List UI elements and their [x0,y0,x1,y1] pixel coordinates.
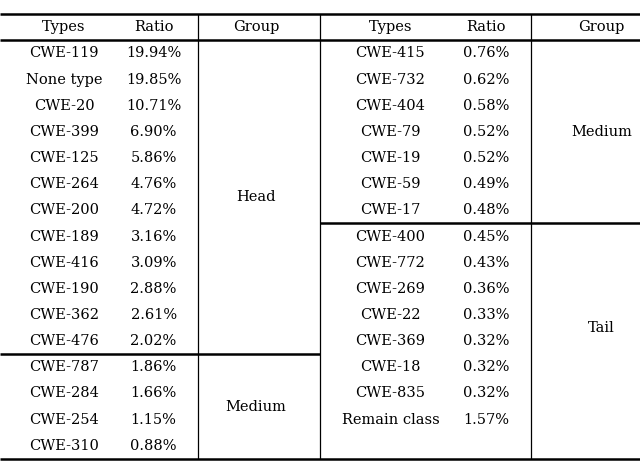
Text: CWE-19: CWE-19 [360,151,420,165]
Text: 1.15%: 1.15% [131,412,177,427]
Text: Types: Types [42,20,86,34]
Text: CWE-119: CWE-119 [29,46,99,61]
Text: CWE-772: CWE-772 [356,255,425,270]
Text: 19.94%: 19.94% [126,46,181,61]
Text: 0.43%: 0.43% [463,255,509,270]
Text: CWE-264: CWE-264 [29,177,99,191]
Text: Head: Head [236,190,276,204]
Text: 0.49%: 0.49% [463,177,509,191]
Text: CWE-732: CWE-732 [355,72,426,87]
Text: CWE-400: CWE-400 [355,229,426,244]
Text: 3.09%: 3.09% [131,255,177,270]
Text: 10.71%: 10.71% [126,99,181,113]
Text: CWE-190: CWE-190 [29,282,99,296]
Text: CWE-59: CWE-59 [360,177,420,191]
Text: 5.86%: 5.86% [131,151,177,165]
Text: CWE-310: CWE-310 [29,439,99,453]
Text: 0.33%: 0.33% [463,308,509,322]
Text: 2.61%: 2.61% [131,308,177,322]
Text: 0.32%: 0.32% [463,334,509,348]
Text: CWE-22: CWE-22 [360,308,420,322]
Text: CWE-415: CWE-415 [356,46,425,61]
Text: 3.16%: 3.16% [131,229,177,244]
Text: CWE-404: CWE-404 [355,99,426,113]
Text: 1.66%: 1.66% [131,386,177,401]
Text: CWE-125: CWE-125 [29,151,99,165]
Text: 4.72%: 4.72% [131,203,177,218]
Text: CWE-17: CWE-17 [360,203,420,218]
Text: 6.90%: 6.90% [131,125,177,139]
Text: Ratio: Ratio [134,20,173,34]
Text: 0.52%: 0.52% [463,151,509,165]
Text: CWE-79: CWE-79 [360,125,420,139]
Text: CWE-416: CWE-416 [29,255,99,270]
Text: CWE-787: CWE-787 [29,360,99,374]
Text: None type: None type [26,72,102,87]
Text: CWE-284: CWE-284 [29,386,99,401]
Text: 0.62%: 0.62% [463,72,509,87]
Text: CWE-362: CWE-362 [29,308,99,322]
Text: 19.85%: 19.85% [126,72,181,87]
Text: Medium: Medium [571,125,632,139]
Text: CWE-20: CWE-20 [34,99,94,113]
Text: CWE-18: CWE-18 [360,360,420,374]
Text: 1.57%: 1.57% [463,412,509,427]
Text: 0.48%: 0.48% [463,203,509,218]
Text: Remain class: Remain class [342,412,439,427]
Text: 0.52%: 0.52% [463,125,509,139]
Text: Group: Group [579,20,625,34]
Text: CWE-476: CWE-476 [29,334,99,348]
Text: CWE-269: CWE-269 [355,282,426,296]
Text: Ratio: Ratio [467,20,506,34]
Text: 0.58%: 0.58% [463,99,509,113]
Text: 0.32%: 0.32% [463,360,509,374]
Text: 0.32%: 0.32% [463,386,509,401]
Text: CWE-200: CWE-200 [29,203,99,218]
Text: 0.36%: 0.36% [463,282,509,296]
Text: Types: Types [369,20,412,34]
Text: 0.45%: 0.45% [463,229,509,244]
Text: 2.88%: 2.88% [131,282,177,296]
Text: 4.76%: 4.76% [131,177,177,191]
Text: 2.02%: 2.02% [131,334,177,348]
Text: CWE-254: CWE-254 [29,412,99,427]
Text: Tail: Tail [588,321,615,335]
Text: Medium: Medium [225,400,287,413]
Text: Group: Group [233,20,279,34]
Text: CWE-835: CWE-835 [355,386,426,401]
Text: 0.88%: 0.88% [131,439,177,453]
Text: 1.86%: 1.86% [131,360,177,374]
Text: CWE-189: CWE-189 [29,229,99,244]
Text: CWE-399: CWE-399 [29,125,99,139]
Text: 0.76%: 0.76% [463,46,509,61]
Text: CWE-369: CWE-369 [355,334,426,348]
